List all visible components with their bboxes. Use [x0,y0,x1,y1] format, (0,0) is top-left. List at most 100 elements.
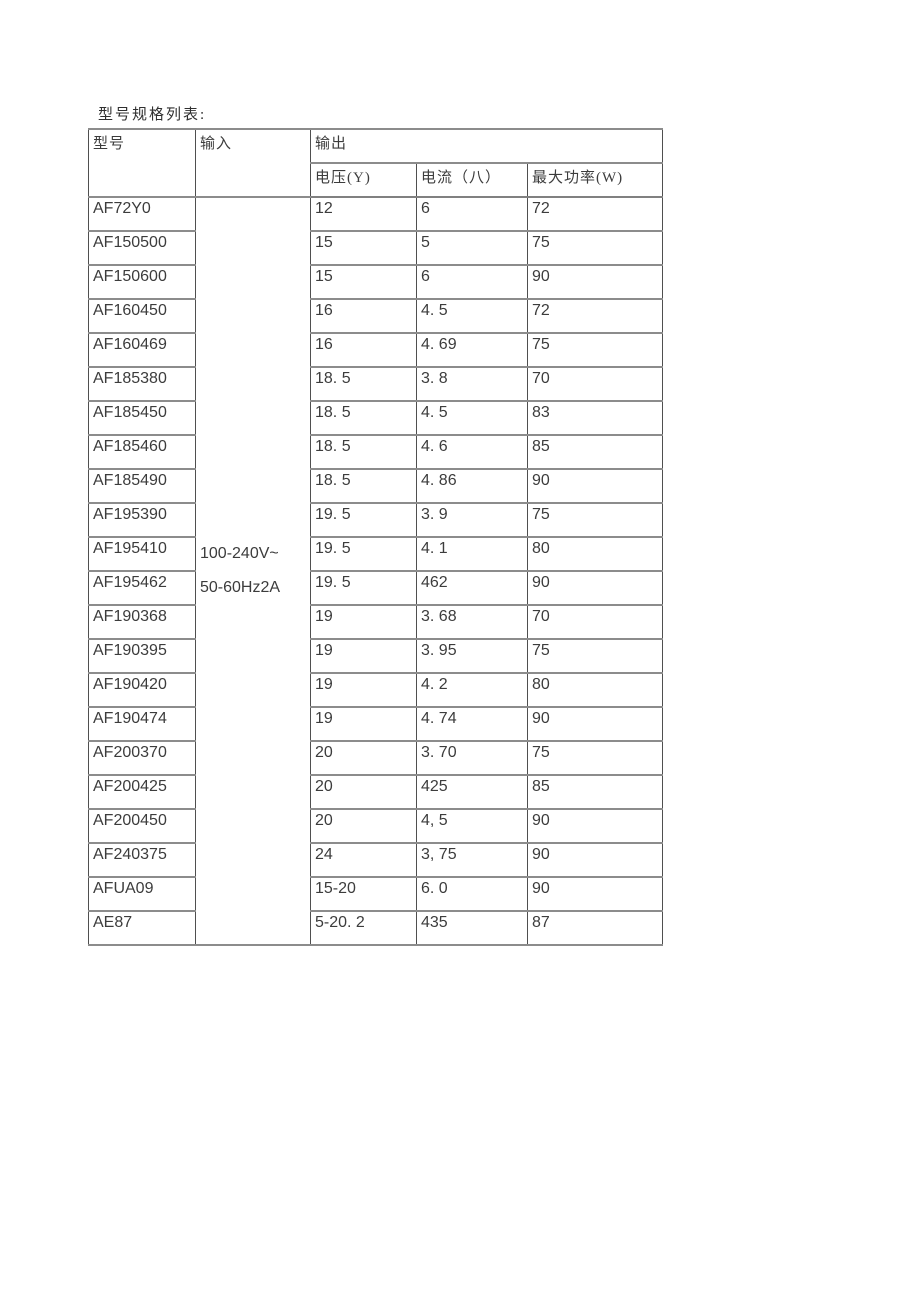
current-cell: 4. 1 [416,536,528,572]
col-header-power: 最大功率(W) [527,162,663,198]
table-row: AF190420 19 4. 2 80 [88,672,663,708]
voltage-cell: 19 [310,604,417,640]
current-cell: 5 [416,230,528,266]
power-cell: 85 [527,774,663,810]
table-row: AF190474 19 4. 74 90 [88,706,663,742]
voltage-cell: 19 [310,672,417,708]
current-cell: 4, 5 [416,808,528,844]
current-cell: 4. 74 [416,706,528,742]
col-header-current: 电流（八） [416,162,528,198]
power-cell: 80 [527,536,663,572]
voltage-cell: 19. 5 [310,502,417,538]
col-header-model: 型号 [88,128,196,198]
voltage-cell: 18. 5 [310,468,417,504]
col-header-output: 输出 [310,128,663,164]
model-cell: AF150600 [88,264,196,300]
model-cell: AF160450 [88,298,196,334]
table-row: AF195462 19. 5 462 90 [88,570,663,606]
current-cell: 4. 5 [416,400,528,436]
voltage-cell: 19 [310,706,417,742]
model-cell: AF195462 [88,570,196,606]
header-row-top: 型号 输入 输出 [88,128,663,198]
voltage-cell: 15 [310,264,417,300]
model-cell: AF190368 [88,604,196,640]
current-cell: 6 [416,264,528,300]
model-cell: AF72Y0 [88,196,196,232]
current-cell: 3. 8 [416,366,528,402]
input-spec-line2: 50-60Hz2A [200,579,281,596]
power-cell: 90 [527,706,663,742]
voltage-cell: 16 [310,332,417,368]
power-cell: 85 [527,434,663,470]
table-row: AF185380 18. 5 3. 8 70 [88,366,663,402]
model-cell: AF185450 [88,400,196,436]
voltage-cell: 19. 5 [310,570,417,606]
current-cell: 4. 5 [416,298,528,334]
current-cell: 4. 69 [416,332,528,368]
table-row: AF240375 24 3, 75 90 [88,842,663,878]
model-cell: AFUA09 [88,876,196,912]
power-cell: 72 [527,196,663,232]
current-cell: 4. 2 [416,672,528,708]
current-cell: 3. 95 [416,638,528,674]
voltage-cell: 20 [310,808,417,844]
model-cell: AF160469 [88,332,196,368]
table-row: AF200450 20 4, 5 90 [88,808,663,844]
current-cell: 3, 75 [416,842,528,878]
power-cell: 87 [527,910,663,946]
model-cell: AF195390 [88,502,196,538]
current-cell: 6 [416,196,528,232]
current-cell: 462 [416,570,528,606]
voltage-cell: 19 [310,638,417,674]
power-cell: 75 [527,502,663,538]
model-cell: AF185380 [88,366,196,402]
current-cell: 6. 0 [416,876,528,912]
power-cell: 72 [527,298,663,334]
table-row: AF190395 19 3. 95 75 [88,638,663,674]
col-header-input: 输入 [195,128,311,198]
voltage-cell: 18. 5 [310,400,417,436]
power-cell: 80 [527,672,663,708]
table-body: AF72Y0 100-240V~ 50-60Hz2A 12 6 72 AF15050… [88,196,663,946]
table-row: AF72Y0 100-240V~ 50-60Hz2A 12 6 72 [88,196,663,946]
power-cell: 70 [527,604,663,640]
current-cell: 4. 6 [416,434,528,470]
voltage-cell: 5-20. 2 [310,910,417,946]
power-cell: 83 [527,400,663,436]
current-cell: 425 [416,774,528,810]
table-row: AF190368 19 3. 68 70 [88,604,663,640]
voltage-cell: 24 [310,842,417,878]
table-row: AF185450 18. 5 4. 5 83 [88,400,663,436]
voltage-cell: 19. 5 [310,536,417,572]
voltage-cell: 16 [310,298,417,334]
current-cell: 3. 70 [416,740,528,776]
model-cell: AF185460 [88,434,196,470]
power-cell: 90 [527,264,663,300]
model-cell: AF200450 [88,808,196,844]
model-cell: AF150500 [88,230,196,266]
table-row: AE87 5-20. 2 435 87 [88,910,663,946]
model-cell: AE87 [88,910,196,946]
voltage-cell: 15 [310,230,417,266]
power-cell: 75 [527,230,663,266]
power-cell: 90 [527,468,663,504]
table-row: AFUA09 15-20 6. 0 90 [88,876,663,912]
table-row: AF185460 18. 5 4. 6 85 [88,434,663,470]
power-cell: 75 [527,332,663,368]
current-cell: 4. 86 [416,468,528,504]
power-cell: 75 [527,638,663,674]
header-row-sub: 电压(Y) 电流（八） 最大功率(W) [89,162,663,198]
table-row: AF200370 20 3. 70 75 [88,740,663,776]
power-cell: 90 [527,842,663,878]
model-cell: AF200425 [88,774,196,810]
model-cell: AF190395 [88,638,196,674]
spec-table: 型号 输入 输出 电压(Y) 电流（八） 最大功率(W) AF72Y0 100-… [88,128,663,946]
power-cell: 75 [527,740,663,776]
table-row: AF160469 16 4. 69 75 [88,332,663,368]
table-row: AF185490 18. 5 4. 86 90 [88,468,663,504]
voltage-cell: 18. 5 [310,366,417,402]
model-cell: AF200370 [88,740,196,776]
voltage-cell: 12 [310,196,417,232]
power-cell: 90 [527,570,663,606]
voltage-cell: 20 [310,774,417,810]
